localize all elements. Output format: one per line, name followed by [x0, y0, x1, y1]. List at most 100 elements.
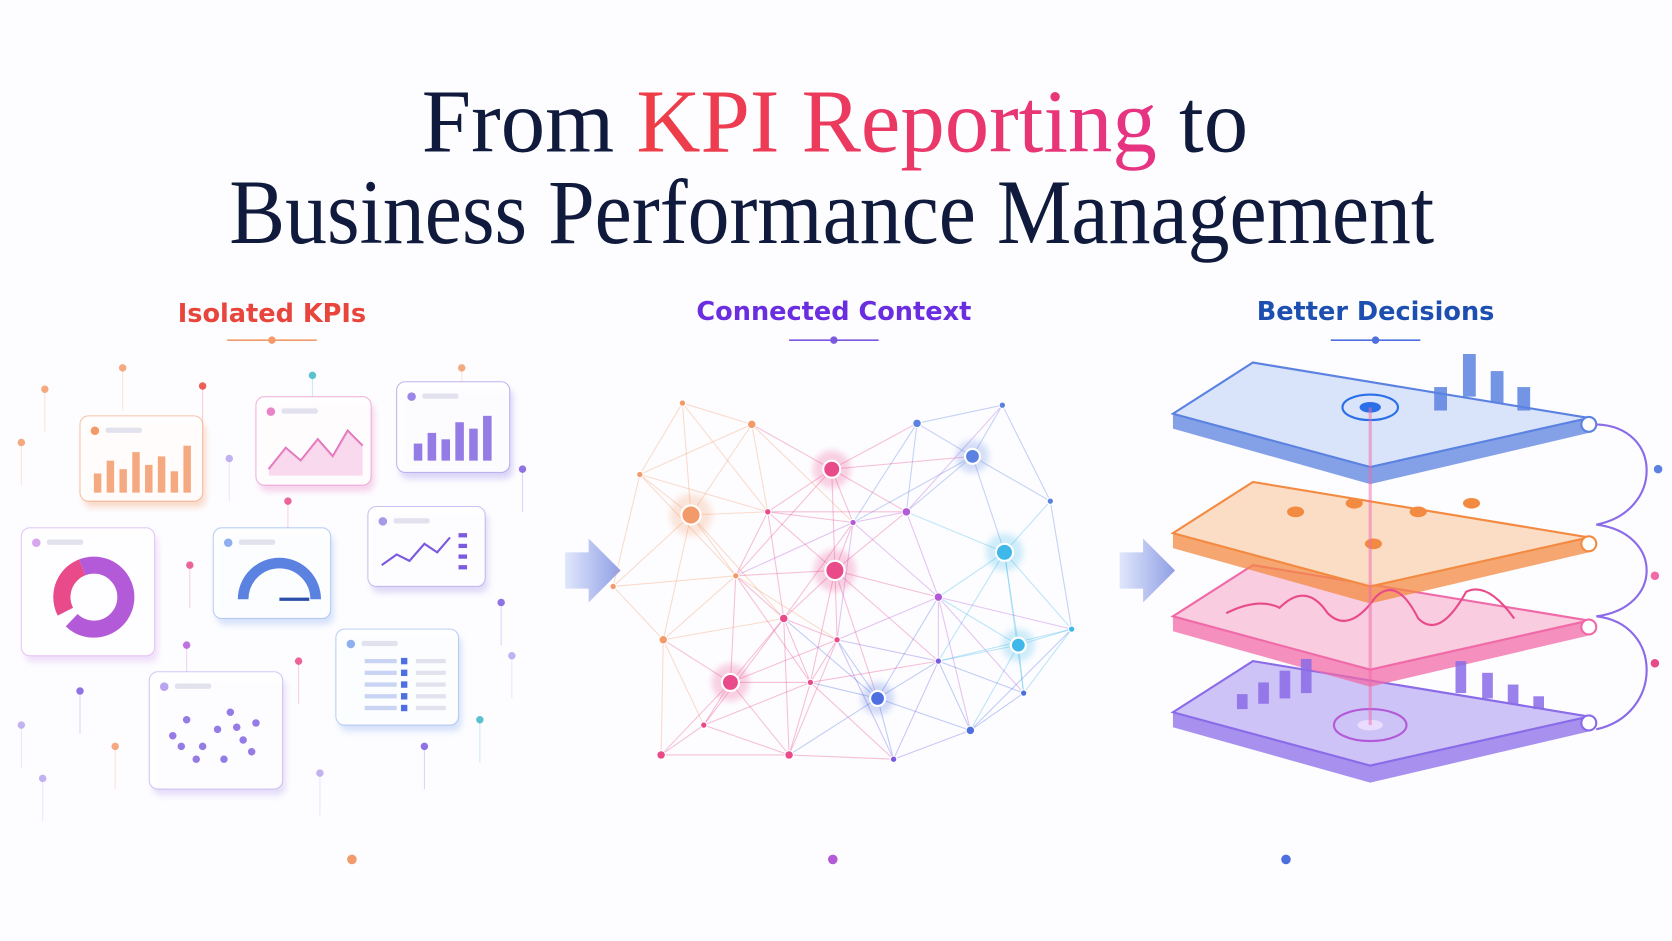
platform-bar: [1507, 684, 1519, 704]
title-start: From: [422, 72, 614, 171]
network-edge: [639, 402, 683, 475]
network-edge: [937, 660, 971, 731]
network-node: [994, 542, 1015, 562]
platform-bar: [1533, 696, 1545, 710]
network-edge: [809, 639, 838, 683]
network-edge: [938, 660, 1024, 694]
network-node: [609, 582, 617, 591]
network-node: [1067, 625, 1076, 633]
network-edge: [788, 682, 811, 756]
network-edge: [877, 596, 939, 699]
dashboard-panel: [396, 381, 511, 473]
network-edge: [682, 402, 752, 425]
platform-bar: [1482, 672, 1493, 699]
mini-bar: [469, 428, 478, 461]
network-edge: [788, 639, 838, 756]
network-node: [746, 419, 757, 430]
platform-side: [1172, 533, 1589, 604]
network-node: [1046, 497, 1055, 505]
network-node: [1019, 689, 1028, 697]
mini-bar: [427, 432, 437, 461]
platform-bar: [1455, 661, 1467, 694]
network-edge: [783, 618, 878, 699]
mini-row: [458, 565, 468, 570]
network-node: [720, 672, 741, 693]
network-node: [822, 459, 842, 479]
dot: [186, 561, 194, 569]
network-edge: [937, 596, 1025, 694]
mini-bar: [455, 422, 464, 461]
dot: [182, 641, 191, 649]
panel-caption: [281, 408, 318, 414]
network-node: [849, 518, 857, 527]
network-node: [1009, 636, 1027, 654]
mini-bar: [132, 452, 140, 493]
mini-row: [458, 554, 468, 559]
panel-caption: [46, 539, 84, 545]
flow-dot: [1650, 658, 1660, 668]
platform-bar: [1517, 387, 1531, 411]
platform-bar: [1300, 658, 1312, 694]
network-node: [658, 634, 669, 645]
network-edge: [1001, 404, 1051, 502]
donut-accent: [53, 556, 135, 638]
stage-label: Connected Context: [696, 297, 971, 327]
network-edge: [1003, 552, 1025, 694]
network-edge: [612, 586, 664, 641]
mini-bar: [483, 415, 492, 461]
network-edge: [810, 660, 939, 683]
network-edge: [836, 596, 939, 641]
list-row: [415, 705, 446, 711]
network-node: [901, 507, 912, 517]
network-edge: [783, 617, 838, 641]
dot: [508, 652, 516, 660]
panel-icon: [90, 426, 100, 436]
list-value: [400, 704, 408, 712]
list-row: [415, 694, 446, 699]
network-edge: [662, 575, 737, 641]
network-edge: [834, 570, 939, 662]
panel-icon: [32, 538, 41, 548]
platform-side: [1172, 712, 1589, 783]
panel-icon: [407, 392, 416, 401]
dot: [118, 364, 127, 372]
stage-label: Better Decisions: [1257, 297, 1495, 327]
label-dot: [268, 336, 276, 344]
scatter-dot: [252, 719, 260, 727]
dot: [17, 721, 26, 729]
mini-bar: [93, 473, 102, 493]
flow-dot: [1650, 571, 1660, 581]
label-dot: [1371, 336, 1380, 344]
network-edge: [1049, 501, 1073, 630]
dot: [316, 769, 324, 777]
scatter-dot: [247, 748, 256, 756]
network-edge: [852, 522, 939, 598]
network-edge: [783, 618, 811, 683]
scatter-dot: [226, 708, 235, 717]
dot: [497, 598, 505, 607]
mini-area: [268, 430, 363, 476]
target-core: [1357, 719, 1384, 731]
network-edge: [783, 618, 790, 755]
dot: [76, 687, 84, 695]
network-edge: [612, 474, 641, 587]
network-node: [700, 721, 708, 729]
timeline-dot: [347, 854, 357, 865]
scatter-dot: [169, 732, 177, 740]
network-edge: [735, 575, 811, 683]
mini-bar: [170, 471, 179, 493]
platform-port: [1580, 535, 1598, 553]
list-value: [400, 669, 408, 677]
scatter-dot: [233, 723, 241, 731]
network-edge: [730, 639, 838, 683]
panel-caption: [393, 518, 430, 524]
list-value: [400, 693, 408, 700]
network-edge: [767, 511, 785, 619]
network-edge: [660, 724, 705, 756]
network-edge: [852, 455, 973, 523]
network-edge: [639, 423, 752, 475]
network-edge: [836, 639, 939, 662]
network-edge: [893, 660, 939, 760]
network-edge: [916, 404, 1003, 424]
